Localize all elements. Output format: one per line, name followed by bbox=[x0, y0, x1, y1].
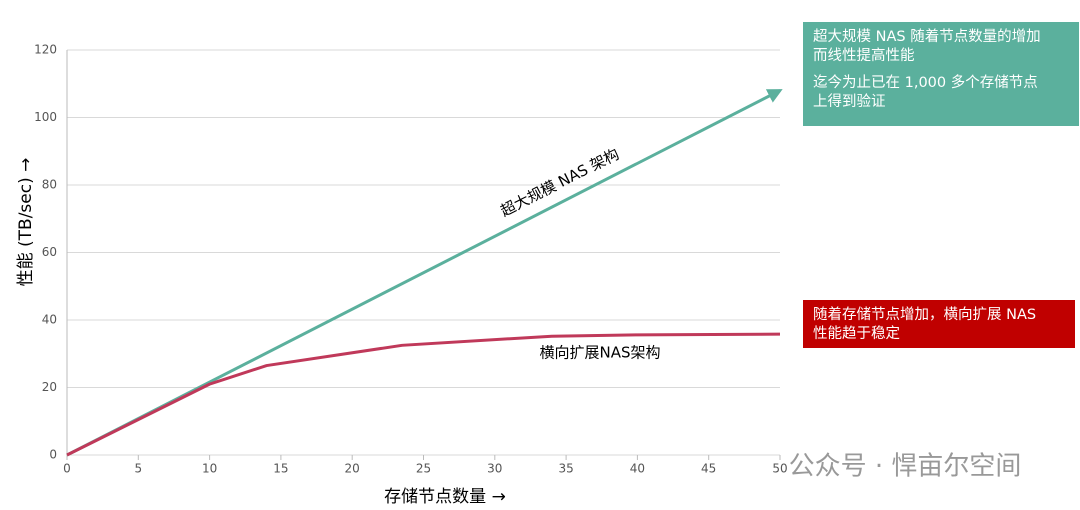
y-tick-label: 100 bbox=[34, 110, 57, 124]
callout-line: 上得到验证 bbox=[813, 94, 886, 110]
callout-line: 超大规模 NAS 随着节点数量的增加 bbox=[813, 29, 1041, 45]
y-tick-label: 80 bbox=[42, 178, 57, 192]
x-tick-label: 40 bbox=[630, 462, 645, 476]
series-line bbox=[66, 89, 783, 457]
series-label: 超大规模 NAS 架构 bbox=[498, 145, 622, 220]
x-tick-label: 45 bbox=[701, 462, 716, 476]
x-tick-label: 15 bbox=[273, 462, 288, 476]
x-tick-label: 35 bbox=[558, 462, 573, 476]
y-tick-label: 0 bbox=[49, 448, 57, 462]
callout-line: 性能趋于稳定 bbox=[813, 326, 900, 342]
y-axis-label: 性能 (TB/sec) → bbox=[16, 158, 36, 287]
callout-text: 超大规模 NAS 随着节点数量的增加 而线性提高性能 bbox=[813, 28, 1069, 66]
callout-text: 迄今为止已在 1,000 多个存储节点 上得到验证 bbox=[813, 74, 1069, 112]
y-tick-label: 120 bbox=[34, 43, 57, 57]
x-tick-label: 10 bbox=[202, 462, 217, 476]
x-tick-label: 50 bbox=[772, 462, 787, 476]
y-tick-label: 20 bbox=[42, 380, 57, 394]
y-tick-label: 40 bbox=[42, 313, 57, 327]
callout-line: 迄今为止已在 1,000 多个存储节点 bbox=[813, 75, 1038, 91]
x-tick-label: 20 bbox=[345, 462, 360, 476]
watermark: 公众号 · 悍亩尔空间 bbox=[789, 452, 1022, 482]
callout-text: 随着存储节点增加，横向扩展 NAS 性能趋于稳定 bbox=[813, 306, 1065, 344]
x-tick-label: 25 bbox=[416, 462, 431, 476]
x-tick-label: 5 bbox=[134, 462, 142, 476]
y-tick-label: 60 bbox=[42, 245, 57, 259]
callout-green: 超大规模 NAS 随着节点数量的增加 而线性提高性能 迄今为止已在 1,000 多… bbox=[803, 22, 1079, 126]
x-axis-label: 存储节点数量 → bbox=[384, 487, 506, 507]
callout-red: 随着存储节点增加，横向扩展 NAS 性能趋于稳定 bbox=[803, 300, 1075, 348]
callout-line: 而线性提高性能 bbox=[813, 48, 915, 64]
series-line bbox=[66, 332, 781, 457]
series-label: 横向扩展NAS架构 bbox=[539, 344, 660, 362]
x-tick-label: 30 bbox=[487, 462, 502, 476]
callout-line: 随着存储节点增加，横向扩展 NAS bbox=[813, 307, 1037, 323]
x-tick-label: 0 bbox=[63, 462, 71, 476]
